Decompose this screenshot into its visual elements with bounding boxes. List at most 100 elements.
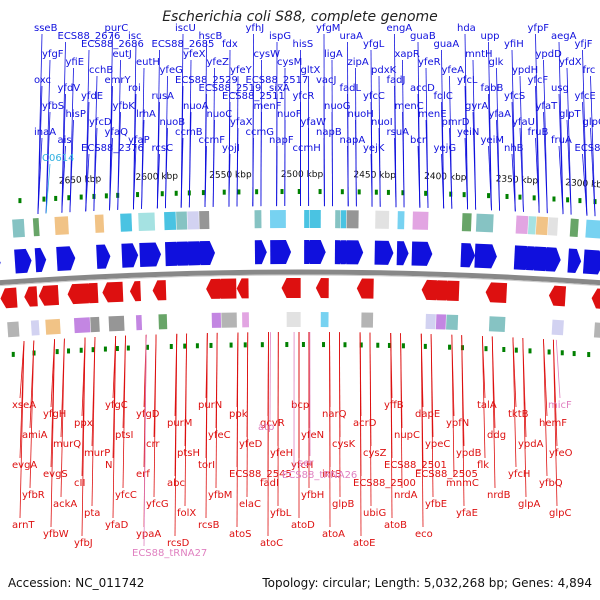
- cog-category-block: [435, 314, 447, 330]
- scale-label: 2400 kbp: [424, 172, 467, 183]
- reverse-label-connector: [236, 332, 239, 528]
- forward-gene-label: nuoH: [348, 109, 374, 120]
- scale-tick-top: [357, 189, 361, 195]
- reverse-gene-label: ptsH: [177, 448, 200, 459]
- reverse-gene-label: yfbH: [301, 490, 324, 501]
- forward-gene-label: guaA: [434, 39, 460, 50]
- scale-tick-top: [449, 191, 453, 197]
- scale-tick-bottom: [322, 342, 326, 348]
- forward-gene-label: ispG: [269, 31, 291, 42]
- reverse-gene-label: cII: [74, 478, 85, 489]
- forward-gene-label: cysW: [254, 49, 281, 60]
- forward-gene-label: yfcC: [363, 91, 385, 102]
- reverse-gene-label: yfbQ: [539, 478, 563, 489]
- reverse-gene-arrow: [129, 281, 141, 302]
- forward-label-connector: [511, 153, 516, 212]
- forward-gene-label: ECS88_2517: [246, 75, 309, 86]
- scale-tick-bottom: [79, 347, 83, 353]
- forward-label-connector: [252, 137, 254, 207]
- forward-gene-label: yfcF: [528, 75, 549, 86]
- reverse-label-connector: [491, 336, 496, 489]
- cog-category-block: [375, 210, 390, 229]
- reverse-gene-label: eco: [415, 529, 433, 540]
- forward-gene-label: iscU: [175, 23, 196, 34]
- cog-category-block: [335, 210, 341, 229]
- scale-tick-bottom: [460, 345, 464, 351]
- reverse-gene-label: amiA: [22, 430, 48, 441]
- forward-gene-label: gyrA: [465, 101, 488, 112]
- scale-tick-top: [104, 193, 108, 199]
- forward-label-connector: [590, 75, 596, 217]
- reverse-gene-label: ypfN: [446, 418, 469, 429]
- reverse-gene-arrow: [215, 278, 237, 299]
- reverse-label-connector: [50, 339, 55, 528]
- reverse-gene-arrow: [591, 288, 600, 309]
- forward-label-connector: [180, 137, 184, 208]
- reverse-label-connector: [153, 334, 157, 498]
- reverse-gene-label: atoA: [322, 529, 345, 540]
- forward-gene-label: yfaX: [230, 117, 253, 128]
- backbone-ring-inner: [0, 274, 600, 287]
- scale-label: 2500 kbp: [281, 170, 324, 180]
- reverse-gene-label: cysZ: [363, 448, 387, 459]
- scale-tick-top: [237, 189, 241, 195]
- forward-label-connector: [558, 145, 564, 215]
- forward-gene-label: yfjF: [575, 39, 593, 50]
- forward-gene-label: hscB: [199, 31, 223, 42]
- rna-label-connector: [555, 339, 561, 399]
- forward-gene-label: gltX: [301, 65, 321, 76]
- reverse-label-connector: [390, 332, 393, 519]
- reverse-gene-label: ypaA: [136, 529, 161, 540]
- scale-tick-top: [340, 189, 344, 195]
- reverse-gene-label: atoS: [229, 529, 252, 540]
- forward-gene-label: glpT: [559, 109, 581, 120]
- cog-category-block: [569, 218, 579, 238]
- forward-gene-label: yfbS: [42, 101, 64, 112]
- scale-tick-top: [160, 191, 164, 197]
- scale-tick-bottom: [32, 350, 36, 356]
- reverse-gene-label: ddg: [487, 430, 506, 441]
- reverse-label-connector: [174, 333, 178, 537]
- forward-gene-label: yfaT: [536, 101, 559, 112]
- scale-tick-bottom: [115, 346, 119, 352]
- forward-gene-arrow: [56, 246, 76, 271]
- forward-gene-label: eutJ: [113, 49, 132, 60]
- rna-gene-label: ser: [298, 458, 314, 469]
- forward-gene-label: menF: [254, 101, 282, 112]
- reverse-gene-label: yfcC: [115, 490, 137, 501]
- forward-gene-label: yfpF: [528, 23, 550, 34]
- reverse-label-connector: [430, 334, 434, 498]
- reverse-gene-label: yfeH: [270, 448, 293, 459]
- reverse-gene-label: yfeO: [549, 448, 573, 459]
- map-title: Escherichia coli S88, complete genome: [162, 9, 438, 25]
- scale-tick-bottom: [401, 343, 405, 349]
- forward-gene-label: frc: [583, 65, 596, 76]
- reverse-gene-label: atoE: [353, 538, 376, 549]
- reverse-gene-label: yffB: [384, 400, 404, 411]
- forward-label-connector: [45, 163, 51, 214]
- forward-gene-label: yfeZ: [207, 57, 230, 68]
- reverse-gene-label: gcvR: [260, 418, 285, 429]
- scale-label: 2350 kbp: [495, 174, 538, 186]
- forward-gene-arrow: [199, 240, 216, 266]
- forward-gene-label: oxc: [34, 75, 51, 86]
- reverse-gene-label: crr: [146, 439, 160, 450]
- reverse-gene-label: folX: [177, 508, 196, 519]
- reverse-gene-label: mnmC: [446, 478, 479, 489]
- reverse-label-connector: [543, 339, 548, 477]
- reverse-gene-label: ypdA: [518, 439, 544, 450]
- reverse-label-connector: [112, 336, 117, 519]
- forward-gene-label: ECS88_2519: [199, 83, 262, 94]
- forward-gene-label: ypdD: [536, 49, 563, 60]
- forward-label-connector: [85, 101, 90, 212]
- reverse-gene-label: glpB: [332, 499, 354, 510]
- forward-gene-label: hda: [457, 23, 476, 34]
- reverse-gene-label: yfbL: [270, 508, 292, 519]
- reverse-gene-label: ppk: [229, 409, 248, 420]
- forward-gene-label: sixA: [269, 83, 290, 94]
- reverse-gene-label: murP: [84, 448, 110, 459]
- reverse-gene-label: fadI: [260, 478, 279, 489]
- forward-gene-label: yejG: [434, 143, 457, 154]
- cog-category-block: [340, 210, 347, 229]
- reverse-gene-label: ECS88_2545: [229, 469, 292, 480]
